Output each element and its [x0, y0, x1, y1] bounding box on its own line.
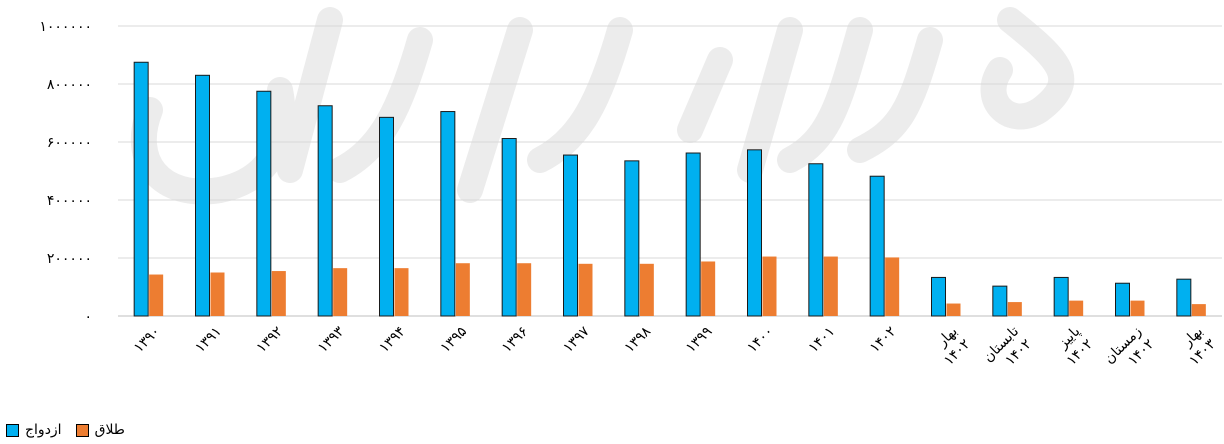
- bar-divorce: [1007, 302, 1022, 316]
- legend-label-marriage: ازدواج: [25, 422, 62, 438]
- x-tick-label: ۱۴۰۰: [744, 324, 777, 357]
- bar-marriage: [1053, 276, 1069, 317]
- gridlines: [118, 25, 1222, 317]
- bar-marriage: [992, 285, 1008, 317]
- bar-marriage: [747, 149, 762, 317]
- bar-divorce: [394, 268, 409, 316]
- x-tick-label: ۱۳۹۹: [683, 324, 716, 357]
- bar-marriage: [808, 163, 824, 317]
- legend-swatch-marriage: [6, 423, 19, 437]
- bar-divorce: [455, 263, 470, 316]
- x-tick-label: ۱۳۹۲: [254, 324, 287, 357]
- x-tick-label: بهار۱۴۰۲: [928, 324, 973, 369]
- bar-marriage: [624, 160, 640, 317]
- x-tick-label: ۱۴۰۱: [806, 324, 839, 357]
- bar-divorce: [210, 272, 225, 316]
- bar-divorce: [762, 256, 777, 316]
- x-tick-label: بهار۱۴۰۳: [1174, 323, 1220, 369]
- bars: [133, 61, 1206, 317]
- y-tick-label: ۲۰۰۰۰۰: [47, 251, 92, 267]
- bar-marriage: [195, 74, 210, 317]
- bar-divorce: [946, 303, 961, 316]
- x-tick-label: ۱۳۹۴: [376, 324, 409, 357]
- bar-divorce: [578, 263, 593, 316]
- x-tick-label: ۱۳۹۰: [131, 324, 164, 357]
- x-tick-label: ۱۳۹۷: [560, 323, 593, 356]
- y-axis-ticks: ۰ ۲۰۰۰۰۰ ۴۰۰۰۰۰ ۶۰۰۰۰۰ ۸۰۰۰۰۰ ۱۰۰۰۰۰۰: [39, 19, 92, 325]
- bar-marriage: [317, 105, 333, 317]
- x-tick-label: پاییز۱۴۰۲: [1051, 323, 1096, 368]
- bar-marriage: [869, 175, 885, 317]
- x-tick-label: زمستان۱۴۰۲: [1101, 324, 1157, 380]
- bar-divorce: [149, 274, 164, 316]
- y-tick-label: ۸۰۰۰۰۰: [47, 77, 92, 93]
- x-tick-label: ۱۳۹۱: [192, 324, 225, 357]
- y-tick-label: ۱۰۰۰۰۰۰: [39, 19, 92, 35]
- x-tick-label: ۱۳۹۵: [438, 324, 471, 357]
- x-tick-label: ۱۳۹۳: [315, 323, 348, 356]
- legend-label-divorce: طلاق: [94, 422, 125, 438]
- x-tick-label: ۱۴۰۲: [867, 324, 900, 357]
- bar-marriage: [685, 152, 701, 317]
- legend-item-marriage: ازدواج: [6, 422, 62, 438]
- bar-divorce: [333, 268, 348, 316]
- legend: ازدواج طلاق: [6, 420, 139, 440]
- bar-divorce: [271, 271, 286, 316]
- bar-divorce: [701, 261, 716, 316]
- bar-marriage: [501, 138, 517, 317]
- bar-divorce: [639, 263, 654, 316]
- bar-marriage: [256, 90, 272, 317]
- bar-marriage: [1115, 282, 1130, 317]
- legend-item-divorce: طلاق: [75, 422, 125, 438]
- bar-marriage: [1176, 278, 1192, 317]
- bar-marriage: [931, 276, 946, 317]
- bar-marriage: [563, 154, 578, 317]
- y-tick-label: ۶۰۰۰۰۰: [47, 135, 92, 151]
- bar-marriage: [379, 116, 394, 317]
- bar-divorce: [823, 256, 838, 316]
- bar-divorce: [1069, 300, 1084, 316]
- y-tick-label: ۰: [84, 309, 92, 325]
- x-tick-label: ۱۳۹۸: [622, 323, 655, 356]
- x-axis-ticks: ۱۳۹۰ ۱۳۹۱ ۱۳۹۲ ۱۳۹۳ ۱۳۹۴ ۱۳۹۵ ۱۳۹۶ ۱۳۹۷ ۱۳۹۸ ۱۳۹۹…: [131, 323, 1220, 380]
- watermark-logo: [130, 7, 1075, 205]
- bar-divorce: [885, 257, 900, 316]
- bar-marriage: [440, 111, 456, 317]
- y-tick-label: ۴۰۰۰۰۰: [47, 193, 92, 209]
- bar-divorce: [1191, 304, 1206, 316]
- bar-divorce: [517, 263, 532, 316]
- bar-divorce: [1130, 300, 1145, 316]
- x-tick-label: تابستان۱۴۰۲: [980, 323, 1035, 378]
- legend-swatch-divorce: [75, 423, 89, 437]
- x-tick-label: ۱۳۹۶: [499, 324, 532, 357]
- bar-marriage: [133, 61, 149, 317]
